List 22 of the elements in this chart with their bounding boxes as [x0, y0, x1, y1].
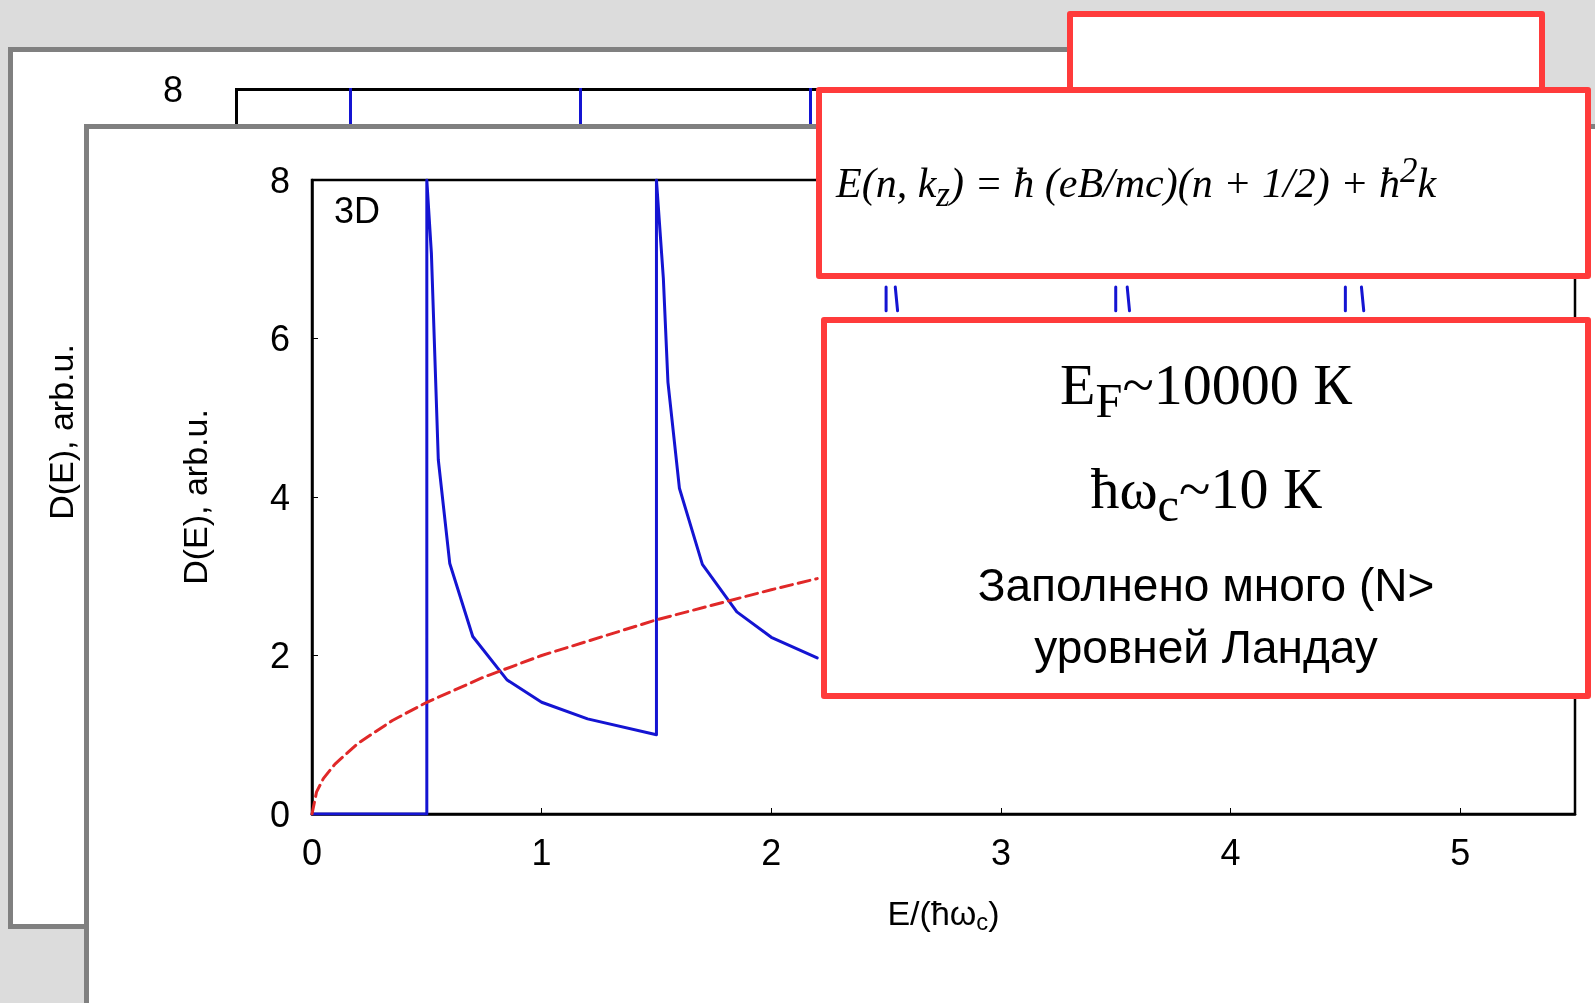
x-tick-label: 4: [1220, 831, 1241, 873]
x-tick-label: 2: [761, 831, 782, 873]
x-tick-label: 3: [990, 831, 1011, 873]
line-series: [310, 577, 819, 816]
y-tick-label: 0: [269, 793, 290, 835]
formula-card: E(n, k$_{z}$) = ħ (eB/mc)(n + 1/2) + ħ$^{2}$k: [816, 87, 1591, 279]
y-tick-label: 2: [269, 635, 290, 676]
annotation: 3D: [334, 189, 381, 231]
x-tick-label: 1: [531, 831, 552, 873]
annotation: Заполнено много (N>: [976, 558, 1436, 614]
annotation: ħω$_{c}$~10 К: [1089, 454, 1323, 533]
x-tick-label: 5: [1450, 831, 1471, 873]
text: D(E), arb.u.: [41, 344, 81, 520]
y-tick-label: 6: [269, 318, 290, 359]
y-tick-label: 4: [269, 476, 290, 518]
y-tick-label: 8: [269, 159, 290, 201]
annotation: E$_{F}$~10000 К: [1059, 351, 1353, 429]
annotation: уровней Ландау: [1033, 620, 1379, 676]
text: 8: [163, 69, 184, 110]
annotation: E(n, k$_{z}$) = ħ (eB/mc)(n + 1/2) + ħ$^{2}$k: [836, 150, 1437, 216]
y-axis-title: D(E), arb.u.: [176, 409, 214, 585]
x-tick-label: 0: [301, 831, 323, 873]
